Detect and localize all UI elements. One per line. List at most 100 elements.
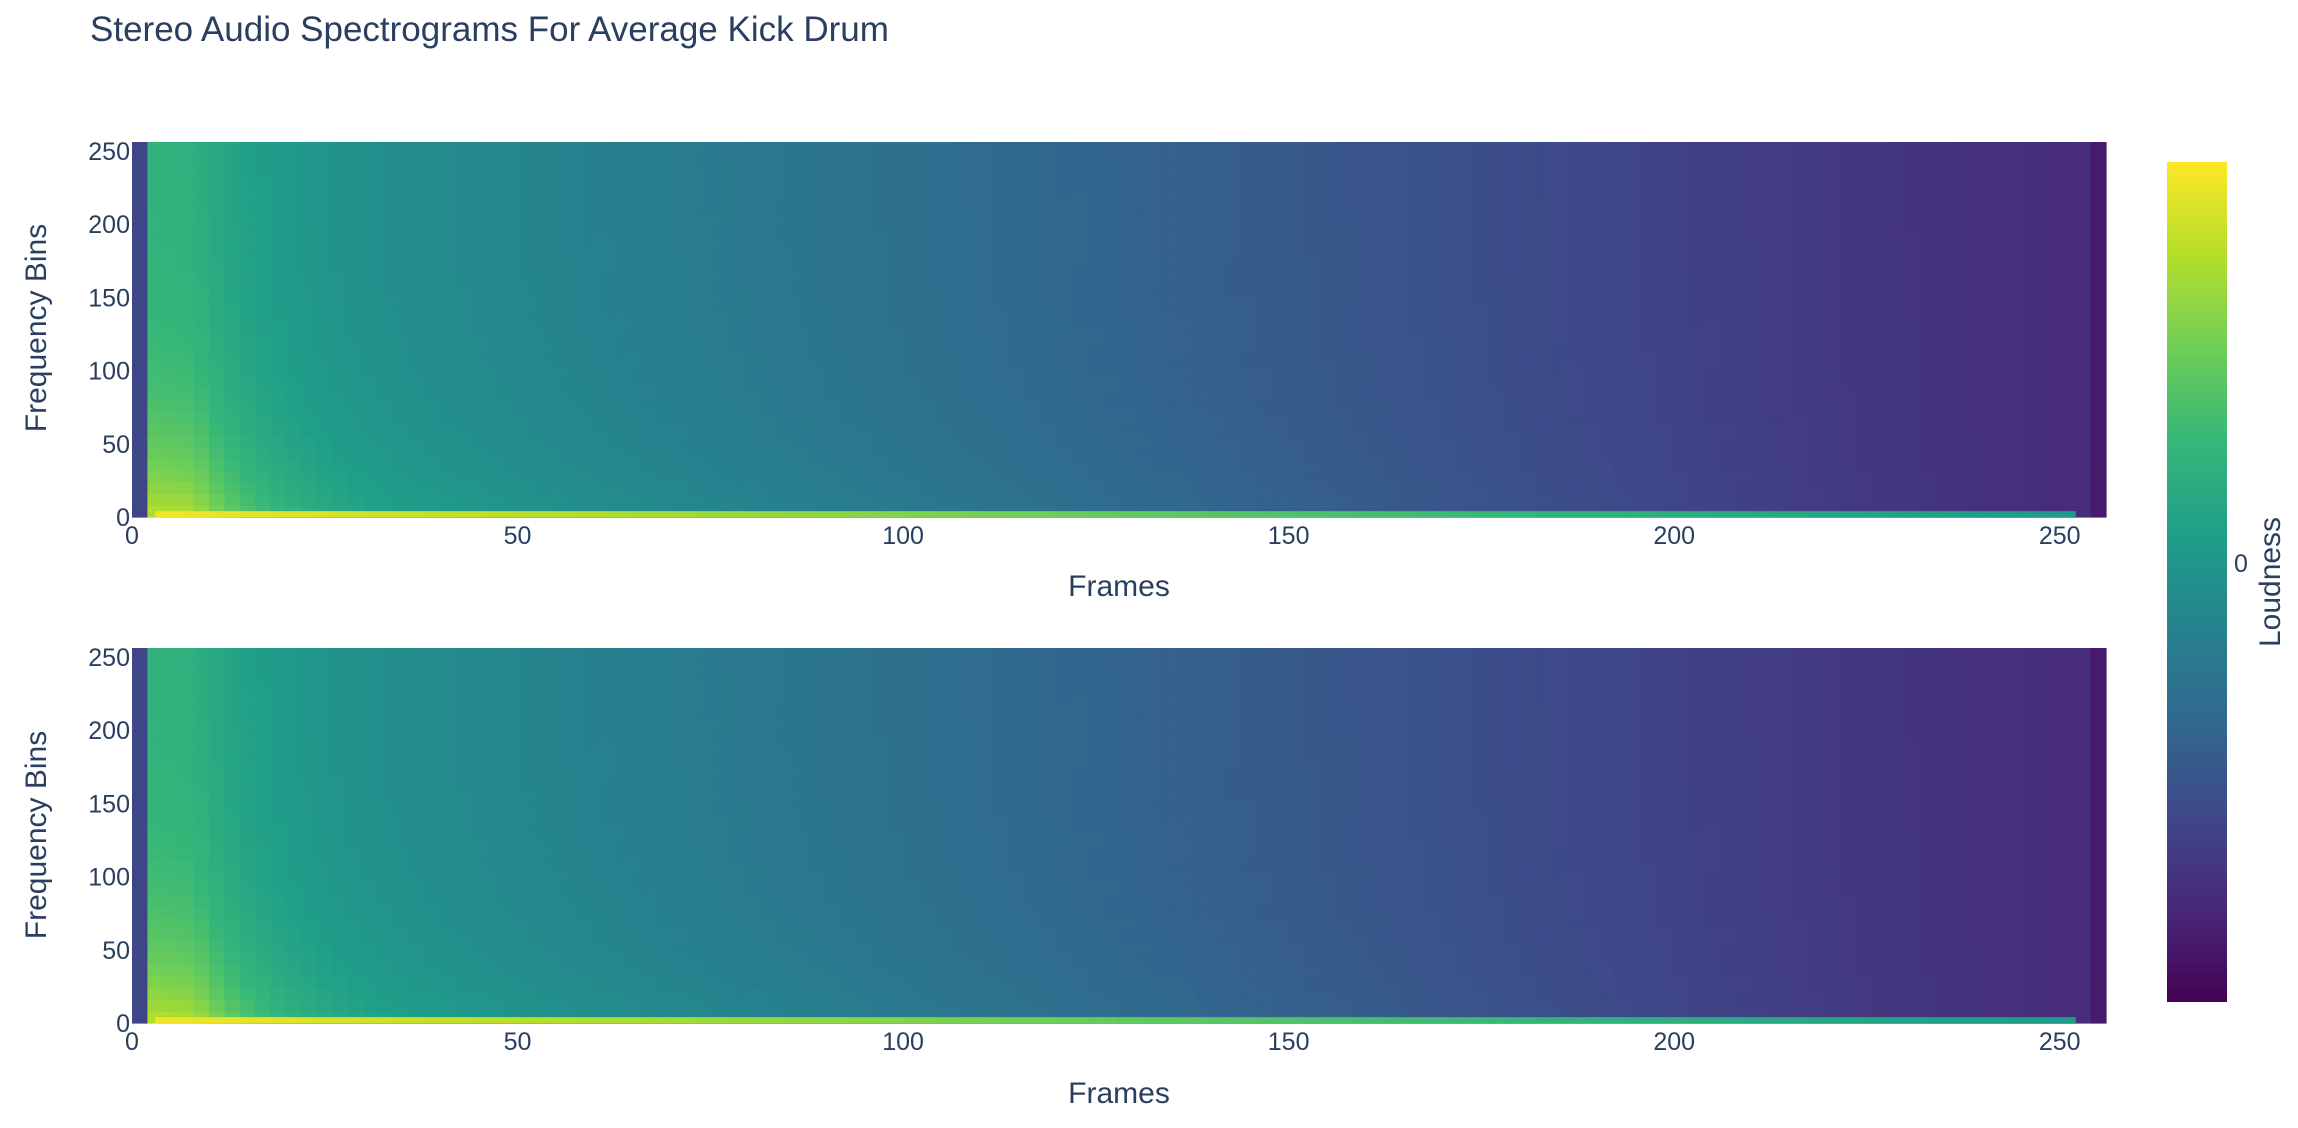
heatmap-cell bbox=[378, 399, 395, 413]
heatmap-cell bbox=[1627, 317, 1644, 331]
heatmap-cell bbox=[532, 282, 549, 295]
heatmap-cell bbox=[455, 399, 472, 413]
heatmap-cell bbox=[440, 329, 457, 342]
heatmap-cell bbox=[193, 364, 210, 377]
heatmap-cell bbox=[1319, 493, 1336, 506]
heatmap-cell bbox=[178, 882, 195, 895]
heatmap-cell bbox=[347, 882, 364, 895]
heatmap-cell bbox=[1026, 224, 1043, 237]
heatmap-cell bbox=[270, 434, 287, 448]
heatmap-cell bbox=[1288, 142, 1305, 155]
heatmap-cell bbox=[178, 470, 195, 483]
heatmap-cell bbox=[764, 493, 781, 506]
heatmap-cell bbox=[255, 929, 272, 942]
heatmap-cell bbox=[1350, 423, 1367, 436]
heatmap-cell bbox=[1242, 306, 1259, 319]
heatmap-cell bbox=[625, 434, 642, 448]
low-frequency-band bbox=[845, 511, 876, 517]
heatmap-cell bbox=[502, 458, 519, 471]
heatmap-cell bbox=[1627, 470, 1644, 483]
heatmap-cell bbox=[563, 177, 580, 190]
heatmap-cell bbox=[841, 364, 858, 377]
heatmap-cell bbox=[1149, 352, 1166, 366]
heatmap-cell bbox=[1705, 411, 1722, 424]
heatmap-cell bbox=[1427, 352, 1444, 366]
heatmap-cell bbox=[779, 294, 796, 307]
heatmap-cell bbox=[255, 493, 272, 506]
heatmap-cell bbox=[1905, 259, 1922, 272]
heatmap-cell bbox=[347, 788, 364, 801]
heatmap-cell bbox=[1766, 270, 1783, 284]
heatmap-cell bbox=[1519, 341, 1536, 354]
heatmap-cell bbox=[640, 177, 657, 190]
heatmap-cell bbox=[779, 142, 796, 155]
heatmap-cell bbox=[2028, 481, 2045, 495]
heatmap-cell bbox=[887, 270, 904, 284]
heatmap-cell bbox=[1566, 306, 1583, 319]
heatmap-cell bbox=[332, 741, 349, 755]
heatmap-cell bbox=[1026, 153, 1043, 167]
heatmap-cell bbox=[1026, 200, 1043, 213]
heatmap-cell bbox=[1365, 481, 1382, 495]
heatmap-cell bbox=[162, 765, 179, 778]
heatmap-cell bbox=[795, 434, 812, 448]
heatmap-cell bbox=[317, 765, 334, 778]
heatmap-cell bbox=[1982, 376, 1999, 389]
heatmap-cell bbox=[1720, 153, 1737, 167]
heatmap-cell bbox=[1612, 388, 1629, 401]
heatmap-cell bbox=[1026, 446, 1043, 460]
heatmap-cell bbox=[270, 352, 287, 366]
heatmap-cell bbox=[209, 753, 226, 766]
heatmap-cell bbox=[132, 952, 149, 966]
heatmap-cell bbox=[918, 434, 935, 448]
heatmap-cell bbox=[702, 470, 719, 483]
heatmap-cell bbox=[1982, 352, 1999, 366]
heatmap-cell bbox=[1998, 142, 2015, 155]
heatmap-cell bbox=[286, 470, 303, 483]
heatmap-cell bbox=[132, 200, 149, 213]
heatmap-cell bbox=[193, 446, 210, 460]
heatmap-cell bbox=[502, 776, 519, 790]
heatmap-cell bbox=[1026, 399, 1043, 413]
heatmap-cell bbox=[455, 917, 472, 930]
heatmap-cell bbox=[1720, 188, 1737, 202]
heatmap-cell bbox=[486, 142, 503, 155]
heatmap-cell bbox=[625, 270, 642, 284]
heatmap-cell bbox=[239, 165, 256, 178]
heatmap-cell bbox=[224, 894, 241, 907]
heatmap-cell bbox=[1766, 235, 1783, 249]
heatmap-cell bbox=[810, 212, 827, 225]
heatmap-cell bbox=[856, 306, 873, 319]
heatmap-cell bbox=[1874, 423, 1891, 436]
heatmap-cell bbox=[409, 434, 426, 448]
heatmap-cell bbox=[286, 399, 303, 413]
heatmap-cell bbox=[1396, 317, 1413, 331]
heatmap-cell bbox=[193, 458, 210, 471]
heatmap-cell bbox=[301, 788, 318, 801]
heatmap-cell bbox=[317, 964, 334, 977]
heatmap-cell bbox=[440, 352, 457, 366]
heatmap-cell bbox=[548, 200, 565, 213]
heatmap-cell bbox=[1705, 493, 1722, 506]
heatmap-cell bbox=[1674, 364, 1691, 377]
heatmap-cell bbox=[1859, 388, 1876, 401]
heatmap-cell bbox=[147, 434, 164, 448]
heatmap-cell bbox=[1412, 364, 1429, 377]
heatmap-cell bbox=[1874, 470, 1891, 483]
heatmap-cell bbox=[2075, 188, 2092, 202]
heatmap-cell bbox=[1859, 200, 1876, 213]
heatmap-cell bbox=[1350, 294, 1367, 307]
heatmap-cell bbox=[1843, 177, 1860, 190]
heatmap-cell bbox=[1643, 142, 1660, 155]
heatmap-cell bbox=[1365, 364, 1382, 377]
heatmap-cell bbox=[378, 434, 395, 448]
heatmap-cell bbox=[1920, 376, 1937, 389]
heatmap-cell bbox=[1257, 247, 1274, 260]
heatmap-cell bbox=[317, 423, 334, 436]
heatmap-cell bbox=[1643, 481, 1660, 495]
heatmap-cell bbox=[1273, 364, 1290, 377]
heatmap-cell bbox=[1735, 247, 1752, 260]
heatmap-cell bbox=[1180, 388, 1197, 401]
heatmap-cell bbox=[1412, 446, 1429, 460]
